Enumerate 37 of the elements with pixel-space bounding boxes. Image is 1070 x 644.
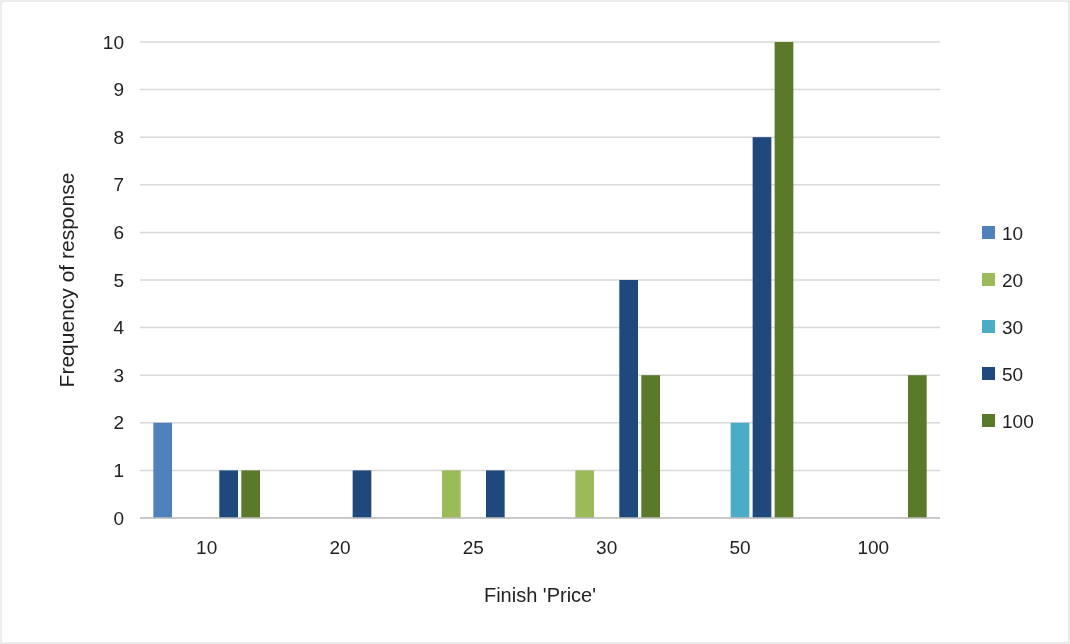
legend-label: 10 [1002,222,1024,244]
legend-label: 20 [1002,269,1024,291]
y-axis-title: Frequency of response [55,172,78,388]
legend-label: 50 [1002,363,1024,385]
y-tick-label: 2 [113,412,124,434]
bar [241,470,260,518]
y-tick-label: 10 [102,31,124,53]
y-tick-label: 7 [113,174,124,196]
bar [352,470,372,518]
x-tick-label: 10 [196,537,218,558]
x-tick-label: 50 [729,537,751,558]
y-tick-label: 5 [113,269,124,291]
legend-label: 100 [1002,410,1034,432]
bar [153,422,173,518]
bar [907,375,927,518]
bar [619,280,639,518]
x-tick-label: 20 [329,537,351,558]
bar [219,470,239,518]
y-tick-label: 0 [113,507,124,529]
legend-label: 30 [1002,316,1024,338]
x-axis-title: Finish 'Price' [483,584,597,606]
y-tick-label: 4 [113,317,125,339]
bar [752,137,772,518]
y-tick-label: 9 [113,79,124,101]
bar [485,470,505,518]
bar [441,470,461,518]
bar [730,422,750,518]
x-tick-label: 25 [462,537,484,558]
y-tick-label: 6 [113,222,124,244]
x-tick-label: 30 [596,537,618,558]
y-tick-label: 1 [113,460,124,482]
y-tick-label: 3 [113,364,124,386]
y-tick-label: 8 [113,126,124,148]
x-tick-label: 100 [857,537,890,558]
bar [774,42,794,518]
bar [575,470,595,518]
bar [641,375,660,518]
